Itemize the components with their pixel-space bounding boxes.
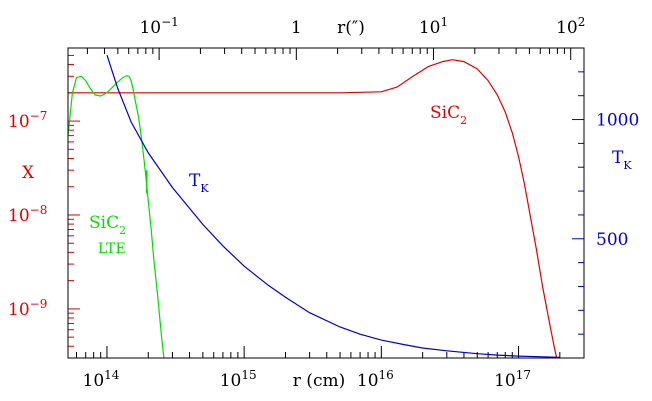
top-axis-label: r(″) (337, 18, 365, 38)
x-tick-label: 1017 (494, 368, 531, 391)
y-left-tick-label-main: 10 (8, 112, 30, 132)
series-line-2 (106, 55, 560, 358)
top-tick-label-main: 10 (419, 18, 441, 38)
top-tick-label: 1 (291, 18, 302, 38)
top-tick-label-main: 10 (556, 18, 578, 38)
sic2-curve-label: SiC2 (430, 103, 467, 127)
x-tick-label-main: 10 (494, 371, 516, 391)
y-right-axis-label-main: T (612, 148, 624, 168)
x-tick-label: 1016 (357, 368, 394, 391)
x-tick-label-main: 10 (357, 371, 379, 391)
x-tick-label-main: 10 (220, 371, 242, 391)
y-right-tick-label: 1000 (596, 111, 639, 131)
x-tick-label-sup: 15 (241, 368, 256, 382)
y-right-tick-label: 500 (596, 230, 628, 250)
y-left-tick-label-sup: −7 (30, 109, 48, 123)
y-left-tick-label-main: 10 (8, 206, 30, 226)
series-layer (67, 55, 560, 359)
tick-marks (67, 47, 585, 359)
y-left-tick-label: 10−7 (8, 109, 47, 132)
y-left-tick-label-main: 10 (8, 300, 30, 320)
series-line-1 (67, 74, 165, 359)
tk-curve-label: TK (189, 171, 209, 195)
tk-curve-label-sub: K (200, 182, 209, 195)
x-axis-label: r (cm) (293, 371, 345, 391)
top-tick-label: 10−1 (139, 15, 178, 38)
y-right-axis-label: TK (612, 148, 632, 172)
lte-label: LTE (98, 241, 126, 257)
sic2-lte-curve-label-main: SiC (89, 213, 119, 233)
y-left-tick-label-sup: −9 (30, 297, 48, 311)
x-tick-label-sup: 14 (104, 368, 120, 382)
top-tick-label-main: 1 (291, 18, 302, 38)
y-left-axis-label: X (22, 163, 35, 183)
sic2-curve-label-main: SiC (430, 103, 460, 123)
x-tick-label: 1015 (220, 368, 257, 391)
y-left-tick-label: 10−8 (8, 203, 47, 226)
top-tick-label-sup: 1 (441, 15, 449, 29)
plot-frame (67, 47, 585, 359)
y-left-tick-label-sup: −8 (30, 203, 48, 217)
series-line-0 (68, 59, 558, 359)
top-tick-label-sup: −1 (161, 15, 179, 29)
y-left-tick-label: 10−9 (8, 297, 47, 320)
x-tick-label: 1014 (83, 368, 120, 391)
top-tick-label-main: 10 (139, 18, 161, 38)
top-tick-label: 102 (556, 15, 585, 38)
sic2-lte-curve-label-sub: 2 (119, 224, 126, 237)
x-tick-label-sup: 17 (516, 368, 531, 382)
sic2-lte-curve-label: SiC2 (89, 213, 126, 237)
tk-curve-label-main: T (189, 171, 201, 191)
x-tick-label-sup: 16 (379, 368, 394, 382)
y-right-axis-label-sub: K (623, 159, 632, 172)
top-tick-label-sup: 2 (578, 15, 586, 29)
sic2-curve-label-sub: 2 (460, 114, 467, 127)
top-tick-label: 101 (419, 15, 448, 38)
x-tick-label-main: 10 (83, 371, 105, 391)
